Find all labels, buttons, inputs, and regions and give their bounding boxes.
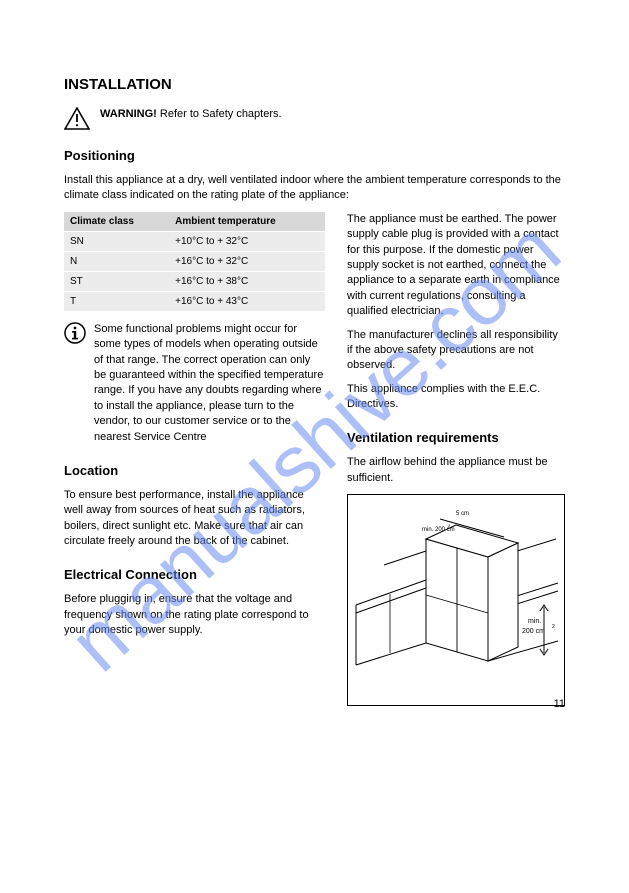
positioning-heading: Positioning <box>64 148 565 163</box>
warning-block: WARNING! Refer to Safety chapters. <box>64 107 565 130</box>
diagram-label: 200 cm <box>522 628 545 635</box>
table-cell: N <box>64 251 169 271</box>
table-cell: +16°C to + 32°C <box>169 251 325 271</box>
location-text: To ensure best performance, install the … <box>64 488 325 550</box>
info-text: Some functional problems might occur for… <box>94 322 325 445</box>
table-row: T +16°C to + 43°C <box>64 291 325 311</box>
table-header: Ambient temperature <box>169 212 325 232</box>
ventilation-heading: Ventilation requirements <box>347 430 565 445</box>
table-cell: +16°C to + 38°C <box>169 271 325 291</box>
table-header: Climate class <box>64 212 169 232</box>
table-row: N +16°C to + 32°C <box>64 251 325 271</box>
warning-text: WARNING! Refer to Safety chapters. <box>100 107 282 122</box>
positioning-intro: Install this appliance at a dry, well ve… <box>64 173 565 204</box>
electrical-heading: Electrical Connection <box>64 567 325 582</box>
table-cell: SN <box>64 231 169 251</box>
climate-table: Climate class Ambient temperature SN +10… <box>64 212 325 312</box>
table-cell: +10°C to + 32°C <box>169 231 325 251</box>
table-row: ST +16°C to + 38°C <box>64 271 325 291</box>
page-number: 11 <box>554 698 565 710</box>
info-block: Some functional problems might occur for… <box>64 322 325 445</box>
ventilation-diagram: min. 200 cm 2 5 cm min. 200 cm 2 <box>347 494 565 706</box>
warning-triangle-icon <box>64 107 90 130</box>
table-cell: ST <box>64 271 169 291</box>
table-row: SN +10°C to + 32°C <box>64 231 325 251</box>
diagram-label: min. <box>528 618 541 625</box>
diagram-label: 5 cm <box>456 511 469 517</box>
table-cell: +16°C to + 43°C <box>169 291 325 311</box>
ventilation-text: The airflow behind the appliance must be… <box>347 455 565 486</box>
electrical-p3: The manufacturer declines all responsibi… <box>347 328 565 374</box>
electrical-p2: The appliance must be earthed. The power… <box>347 212 565 320</box>
location-heading: Location <box>64 463 325 478</box>
section-title: INSTALLATION <box>64 76 565 93</box>
diagram-label: 2 <box>552 624 555 630</box>
electrical-p4: This appliance complies with the E.E.C. … <box>347 382 565 413</box>
electrical-p1: Before plugging in, ensure that the volt… <box>64 592 325 638</box>
warning-label: WARNING! <box>100 108 157 120</box>
table-cell: T <box>64 291 169 311</box>
info-icon <box>64 322 86 344</box>
table-header-row: Climate class Ambient temperature <box>64 212 325 232</box>
warning-body: Refer to Safety chapters. <box>160 108 282 120</box>
